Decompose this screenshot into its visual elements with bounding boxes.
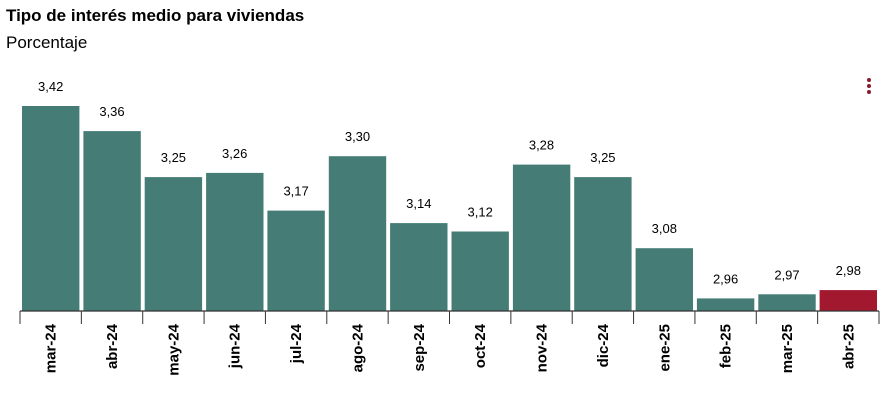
data-label-jul-24: 3,17 <box>283 184 308 199</box>
chart-title: Tipo de interés medio para viviendas <box>6 6 305 25</box>
bar-mar-25[interactable] <box>758 294 816 311</box>
data-label-dic-24: 3,25 <box>590 150 615 165</box>
bar-abr-24[interactable] <box>83 131 141 311</box>
data-label-oct-24: 3,12 <box>468 205 493 220</box>
x-tick-label-mar-24: mar-24 <box>43 323 60 373</box>
data-label-feb-25: 2,96 <box>713 271 738 286</box>
data-label-ene-25: 3,08 <box>652 221 677 236</box>
x-tick-label-dic-24: dic-24 <box>595 323 612 367</box>
bar-ago-24[interactable] <box>328 156 387 311</box>
x-tick-label-jul-24: jul-24 <box>288 323 305 364</box>
bar-feb-25[interactable] <box>696 298 755 311</box>
x-tick-label-abr-25: abr-25 <box>840 324 857 369</box>
x-tick-label-ene-25: ene-25 <box>656 324 673 372</box>
x-tick-label-may-24: may-24 <box>165 323 182 375</box>
data-label-nov-24: 3,28 <box>529 138 554 153</box>
x-tick-label-jun-24: jun-24 <box>227 323 244 369</box>
x-tick-label-oct-24: oct-24 <box>472 323 489 368</box>
chart-subtitle: Porcentaje <box>6 33 88 52</box>
bar-nov-24[interactable] <box>512 164 571 311</box>
bar-dic-24[interactable] <box>574 177 632 311</box>
bar-sep-24[interactable] <box>390 223 448 311</box>
data-label-jun-24: 3,26 <box>222 146 247 161</box>
x-tick-label-sep-24: sep-24 <box>411 323 428 371</box>
data-label-ago-24: 3,30 <box>345 129 370 144</box>
bar-may-24[interactable] <box>144 177 203 311</box>
bar-abr-25[interactable] <box>819 290 877 311</box>
data-label-abr-24: 3,36 <box>99 104 124 119</box>
data-label-mar-24: 3,42 <box>38 79 63 94</box>
data-label-abr-25: 2,98 <box>836 263 861 278</box>
data-label-may-24: 3,25 <box>161 150 186 165</box>
bar-mar-24[interactable] <box>22 106 80 311</box>
bar-oct-24[interactable] <box>451 231 509 312</box>
x-tick-label-abr-24: abr-24 <box>104 323 121 369</box>
x-tick-label-ago-24: ago-24 <box>350 323 367 372</box>
kebab-menu-icon[interactable] <box>864 78 874 102</box>
data-label-mar-25: 2,97 <box>774 267 799 282</box>
x-tick-label-feb-25: feb-25 <box>718 324 735 368</box>
x-tick-label-mar-25: mar-25 <box>779 324 796 373</box>
x-tick-label-nov-24: nov-24 <box>534 323 551 372</box>
bar-jun-24[interactable] <box>206 172 264 311</box>
bar-ene-25[interactable] <box>635 248 693 311</box>
data-label-sep-24: 3,14 <box>406 196 431 211</box>
bar-jul-24[interactable] <box>267 210 325 311</box>
